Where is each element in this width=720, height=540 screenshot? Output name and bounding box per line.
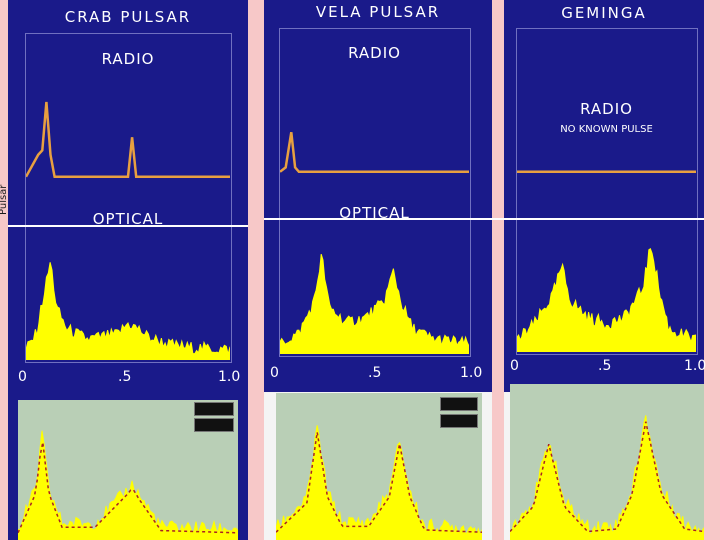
geminga-bottom-svg (510, 415, 704, 540)
geminga-radio-sublabel: NO KNOWN PULSE (560, 124, 653, 135)
side-strip-middle-2 (492, 0, 504, 540)
geminga-tick-0: 0 (510, 358, 519, 374)
crab-optical-svg (26, 262, 230, 360)
crab-radio-svg (26, 101, 230, 179)
crab-tick-0: 0 (18, 369, 27, 385)
crab-radio-label: RADIO (101, 50, 155, 68)
vela-plot-frame (279, 28, 471, 357)
gamma-histogram (18, 430, 238, 540)
vela-title: VELA PULSAR (315, 3, 441, 21)
radio-trace (280, 132, 469, 174)
crab-bottom-svg (18, 430, 238, 540)
vela-optical-plot (280, 224, 469, 354)
optical-histogram (517, 248, 696, 352)
geminga-tick-mid: .5 (598, 358, 612, 374)
gamma-histogram (510, 415, 704, 540)
geminga-plot-frame (516, 28, 698, 355)
crab-tick-mid: .5 (118, 369, 132, 385)
vela-tick-mid: .5 (368, 365, 382, 381)
vela-bottom-svg (276, 425, 482, 540)
separator-line-2 (264, 218, 704, 220)
geminga-radio-label: RADIO (580, 100, 633, 118)
vela-tick-1: 1.0 (460, 365, 483, 381)
crab-plot-frame (25, 33, 232, 363)
side-strip-right (704, 0, 720, 540)
vela-optical-svg (280, 253, 469, 354)
radio-trace (26, 101, 230, 179)
vela-tick-0: 0 (270, 365, 279, 381)
vela-legend-box-2 (440, 414, 478, 428)
gamma-fit-curve (276, 432, 482, 533)
crab-title: CRAB PULSAR (64, 8, 192, 26)
vela-radio-label: RADIO (348, 44, 401, 62)
side-strip-middle-1 (248, 0, 264, 540)
optical-histogram (26, 262, 230, 360)
separator-line-1 (8, 225, 248, 227)
geminga-bottom-plot (510, 384, 704, 540)
geminga-radio-plot (517, 29, 696, 189)
geminga-radio-svg (517, 170, 696, 174)
crab-legend-box-2 (194, 418, 234, 432)
vela-radio-svg (280, 132, 469, 174)
geminga-optical-plot (517, 210, 696, 352)
geminga-tick-1: 1.0 (684, 358, 707, 374)
crab-optical-plot (26, 230, 230, 360)
vela-legend-box-1 (440, 397, 478, 411)
side-strip-left (0, 0, 8, 540)
crab-optical-label: OPTICAL (92, 210, 164, 228)
geminga-panel (504, 0, 704, 380)
vela-radio-plot (280, 29, 469, 189)
geminga-optical-svg (517, 248, 696, 352)
crab-tick-1: 1.0 (218, 369, 241, 385)
crab-legend-box-1 (194, 402, 234, 416)
vela-optical-label: OPTICAL (339, 204, 410, 222)
crab-radio-plot (26, 34, 230, 194)
gamma-fit-curve (18, 442, 238, 534)
geminga-title: GEMINGA (561, 4, 647, 22)
gamma-histogram (276, 425, 482, 540)
optical-histogram (280, 253, 469, 354)
